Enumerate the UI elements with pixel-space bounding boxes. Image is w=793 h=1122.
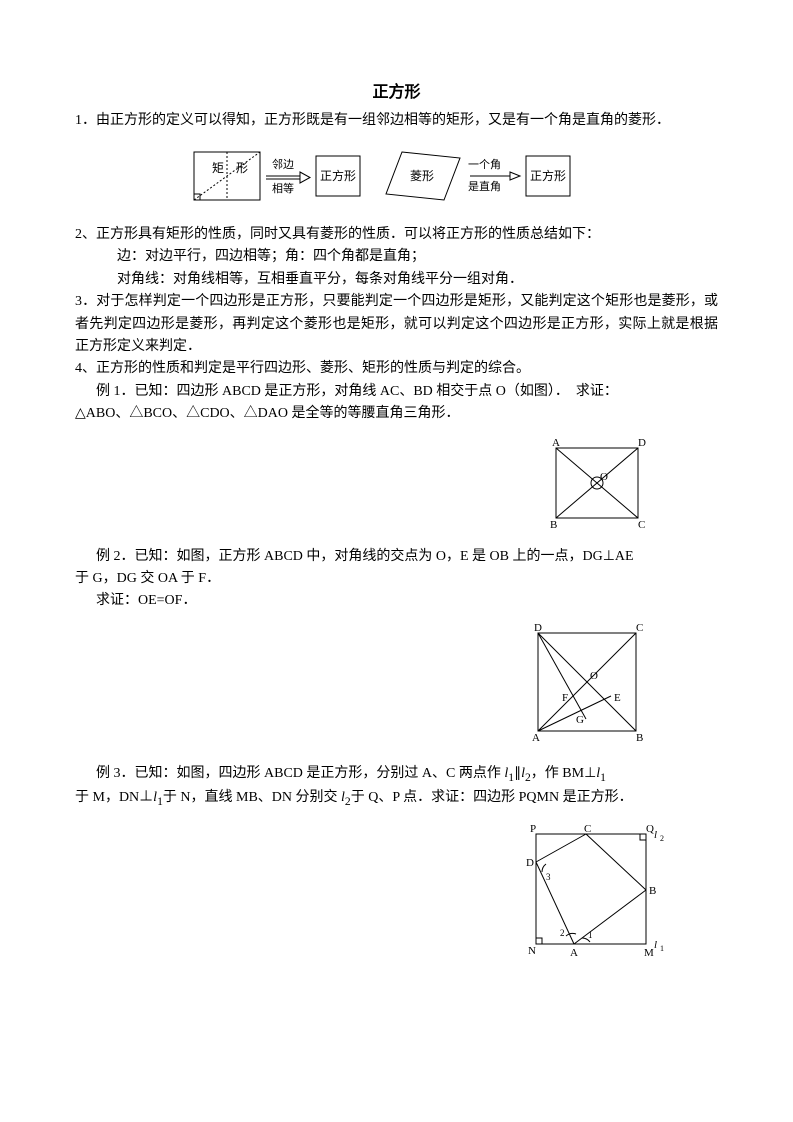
ex3a-pre: 例 3．已知：如图，四边形 ABCD 是正方形，分别过 A、C 两点作 <box>96 766 504 781</box>
svg-text:A: A <box>570 947 578 959</box>
svg-text:C: C <box>636 622 643 634</box>
example-2-line3: 求证：OE=OF． <box>75 590 718 612</box>
example-2-line2: 于 G，DG 交 OA 于 F． <box>75 568 718 590</box>
svg-text:菱形: 菱形 <box>410 169 434 183</box>
svg-text:A: A <box>552 437 560 449</box>
svg-text:2: 2 <box>560 928 565 938</box>
svg-text:l: l <box>654 939 657 951</box>
svg-text:C: C <box>638 519 645 531</box>
svg-text:2: 2 <box>660 834 664 843</box>
svg-text:D: D <box>526 857 534 869</box>
paragraph-2a: 2、正方形具有矩形的性质，同时又具有菱形的性质．可以将正方形的性质总结如下： <box>75 224 718 246</box>
svg-text:A: A <box>532 732 540 744</box>
svg-text:E: E <box>614 692 621 704</box>
ex3a-post: ，作 BM⊥ <box>531 766 596 781</box>
figure-2: D C A B O E F G <box>75 621 718 751</box>
ex3b-post: 于 Q、P 点．求证：四边形 PQMN 是正方形． <box>351 790 633 805</box>
svg-text:F: F <box>562 692 568 704</box>
svg-text:形: 形 <box>236 161 248 175</box>
example-3-line2: 于 M，DN⊥l1于 N，直线 MB、DN 分别交 l2于 Q、P 点．求证：四… <box>75 787 718 811</box>
example-1-line1: 例 1．已知：四边形 ABCD 是正方形，对角线 AC、BD 相交于点 O（如图… <box>75 381 718 403</box>
svg-text:N: N <box>528 945 536 957</box>
svg-text:G: G <box>576 714 584 726</box>
svg-text:一个角: 一个角 <box>468 158 501 171</box>
svg-text:相等: 相等 <box>272 181 294 195</box>
svg-text:O: O <box>600 471 608 483</box>
ex3b-mid: 于 N，直线 MB、DN 分别交 <box>163 790 341 805</box>
paragraph-3: 3．对于怎样判定一个四边形是正方形，只要能判定一个四边形是矩形，又能判定这个矩形… <box>75 291 718 358</box>
definition-diagram: 矩 形 邻边 相等 正方形 菱形 一个角 是直角 正方形 <box>75 146 718 210</box>
svg-text:C: C <box>584 823 591 835</box>
paragraph-1: 1．由正方形的定义可以得知，正方形既是有一组邻边相等的矩形，又是有一个角是直角的… <box>75 110 718 132</box>
svg-text:M: M <box>644 947 654 959</box>
svg-text:是直角: 是直角 <box>468 179 501 193</box>
svg-text:B: B <box>550 519 557 531</box>
svg-text:3: 3 <box>546 872 551 882</box>
svg-text:邻边: 邻边 <box>272 158 294 171</box>
ex3b-pre: 于 M，DN⊥ <box>75 790 153 805</box>
svg-text:B: B <box>649 885 656 897</box>
svg-text:P: P <box>530 823 536 835</box>
svg-text:正方形: 正方形 <box>530 168 566 183</box>
page-title: 正方形 <box>75 80 718 106</box>
svg-text:矩: 矩 <box>212 161 224 175</box>
svg-text:Q: Q <box>646 823 654 835</box>
paragraph-2c: 对角线：对角线相等，互相垂直平分，每条对角线平分一组对角． <box>75 269 718 291</box>
svg-text:正方形: 正方形 <box>320 168 356 183</box>
svg-text:D: D <box>534 622 542 634</box>
svg-text:B: B <box>636 732 643 744</box>
example-1-line2: △ABO、△BCO、△CDO、△DAO 是全等的等腰直角三角形． <box>75 403 718 425</box>
paragraph-4: 4、正方形的性质和判定是平行四边形、菱形、矩形的性质与判定的综合。 <box>75 358 718 380</box>
example-2-line1: 例 2．已知：如图，正方形 ABCD 中，对角线的交点为 O，E 是 OB 上的… <box>75 546 718 568</box>
svg-text:D: D <box>638 437 646 449</box>
svg-text:O: O <box>590 670 598 682</box>
svg-text:1: 1 <box>660 944 664 953</box>
svg-text:l: l <box>654 829 657 841</box>
figure-3: P C Q D B N A M 3 2 1 l 2 l 1 <box>75 820 718 970</box>
paragraph-2b: 边：对边平行，四边相等；角：四个角都是直角； <box>75 246 718 268</box>
svg-text:1: 1 <box>588 930 593 940</box>
example-3-line1: 例 3．已知：如图，四边形 ABCD 是正方形，分别过 A、C 两点作 l1∥l… <box>75 763 718 787</box>
figure-1: A D B C O <box>75 434 718 534</box>
